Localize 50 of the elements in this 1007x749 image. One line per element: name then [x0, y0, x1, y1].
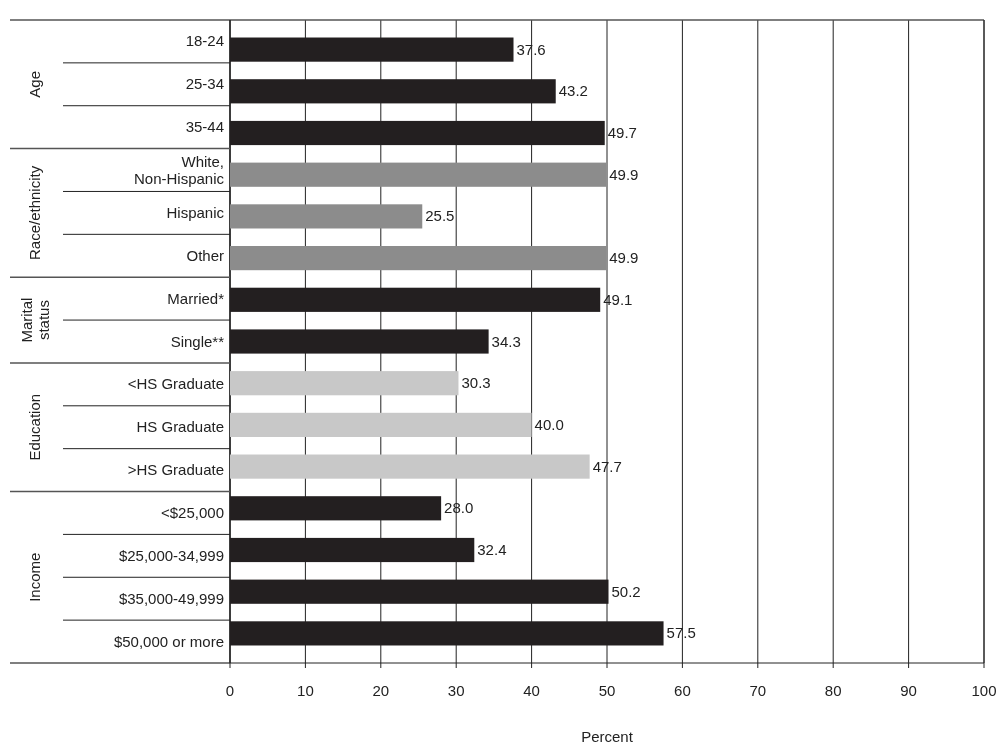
y-tick-label: 18-24 — [185, 32, 224, 50]
y-tick-label: <$25,000 — [161, 503, 224, 521]
y-tick-label: Single** — [170, 332, 225, 350]
y-tick-label: >HS Graduate — [127, 461, 224, 479]
data-label: 25.5 — [425, 207, 455, 225]
y-tick-label: Other — [186, 246, 224, 264]
y-tick-label: $25,000-34,999 — [118, 546, 224, 564]
bar — [230, 246, 607, 271]
y-tick-label: <HS Graduate — [127, 375, 224, 393]
data-label: 34.3 — [491, 332, 521, 350]
x-tick-label: 60 — [674, 682, 691, 699]
y-tick-label: HS Graduate — [136, 418, 224, 436]
data-label: 32.4 — [477, 541, 507, 558]
text: Race/ethnicity — [26, 165, 43, 261]
data-label: 40.0 — [534, 415, 564, 433]
x-tick-label: 20 — [372, 682, 390, 699]
y-tick-label: 25-34 — [185, 75, 224, 93]
x-tick-label: 80 — [824, 682, 842, 699]
data-label: 49.1 — [603, 290, 633, 308]
bar — [230, 204, 423, 229]
data-label: 49.9 — [609, 249, 639, 267]
data-label: 43.2 — [558, 82, 588, 100]
bar — [230, 162, 607, 187]
x-tick-label: 90 — [900, 682, 917, 699]
y-tick-label: Married* — [167, 289, 225, 307]
x-tick-label: 70 — [749, 682, 767, 699]
data-label: 47.7 — [592, 457, 622, 475]
text: Education — [26, 393, 43, 461]
text: Income — [26, 552, 43, 602]
x-tick-label: 100 — [971, 682, 997, 699]
bar — [230, 371, 459, 396]
text: Age — [26, 70, 43, 98]
bar — [230, 412, 532, 437]
y-tick-label: $35,000-49,999 — [118, 589, 224, 607]
y-tick-label: $50,000 or more — [113, 632, 224, 650]
x-tick-label: 40 — [523, 682, 540, 699]
x-axis-title: Percent — [581, 728, 634, 745]
data-label: 50.2 — [611, 582, 641, 600]
x-tick-label: 30 — [447, 682, 465, 699]
y-tick-label: Hispanic — [166, 203, 225, 221]
y-tick-label: White, Non-Hispanic — [133, 153, 225, 188]
x-tick-label: 10 — [297, 682, 314, 699]
text: Marital status — [17, 297, 52, 343]
x-tick-label: 50 — [598, 682, 616, 699]
y-tick-label: 35-44 — [185, 118, 224, 136]
data-label: 49.9 — [609, 165, 639, 183]
bar — [230, 454, 590, 479]
data-label: 49.7 — [607, 124, 637, 141]
x-tick-label: 0 — [225, 682, 235, 699]
data-label: 30.3 — [461, 374, 491, 392]
